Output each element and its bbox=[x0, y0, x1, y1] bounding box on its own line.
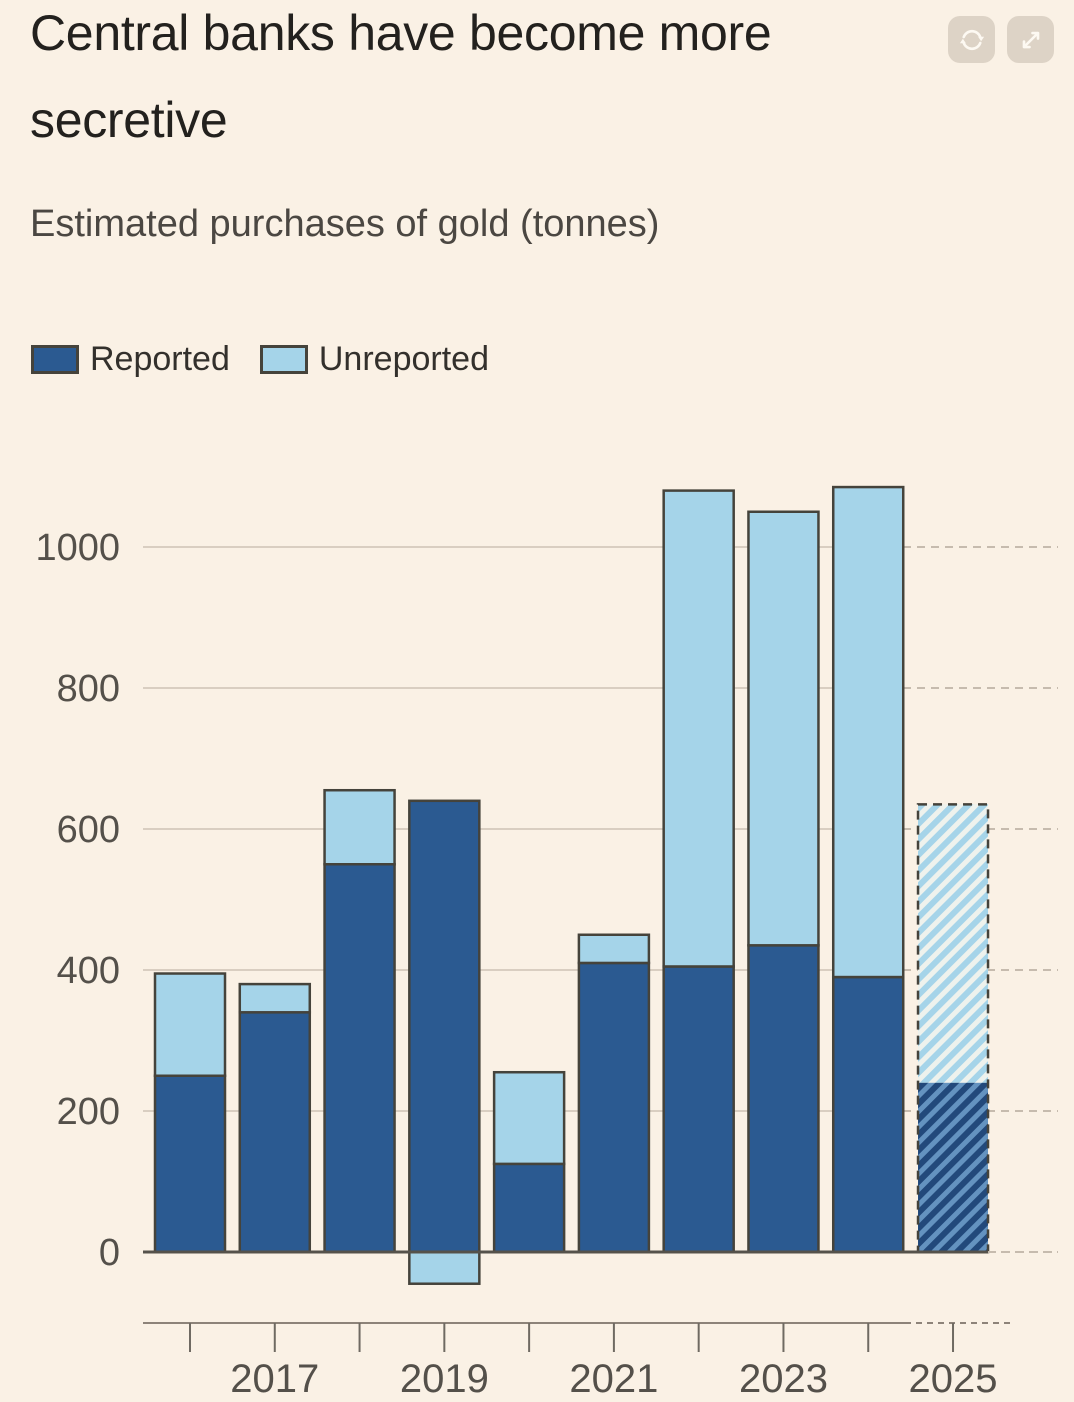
bar-2017-reported bbox=[238, 1011, 312, 1254]
legend-item-reported: Reported bbox=[31, 340, 230, 379]
x-axis-label: 2023 bbox=[739, 1357, 828, 1401]
bar-2022-unreported bbox=[662, 489, 735, 968]
y-axis-label: 1000 bbox=[35, 527, 120, 569]
x-axis-label: 2017 bbox=[230, 1357, 319, 1401]
chart-subtitle: Estimated purchases of gold (tonnes) bbox=[30, 203, 660, 245]
reported-swatch bbox=[31, 345, 79, 374]
bar-2024-reported bbox=[831, 975, 905, 1254]
bar-2020-unreported bbox=[492, 1070, 566, 1166]
legend-item-unreported: Unreported bbox=[259, 340, 489, 379]
bar-2018-reported bbox=[323, 863, 396, 1254]
refresh-button[interactable] bbox=[948, 16, 995, 63]
y-axis-label: 0 bbox=[99, 1232, 120, 1274]
x-axis-label: 2025 bbox=[909, 1357, 998, 1401]
x-axis-label: 2019 bbox=[400, 1357, 489, 1401]
bar-2019-reported bbox=[408, 799, 481, 1254]
bar-2017-unreported bbox=[238, 982, 312, 1014]
refresh-icon bbox=[959, 29, 984, 50]
chart-title: Central banks have become more secretive bbox=[30, 5, 772, 148]
bar-2025-forecast-outline bbox=[916, 803, 990, 1254]
bar-2019-unreported bbox=[408, 1250, 481, 1285]
bar-2021-unreported bbox=[577, 933, 651, 965]
y-axis-label: 400 bbox=[57, 950, 120, 992]
bar-2025-unreported-forecast bbox=[918, 804, 989, 1083]
bar-2016-unreported bbox=[153, 972, 227, 1078]
y-axis-label: 600 bbox=[57, 809, 120, 851]
y-axis-label: 800 bbox=[57, 668, 120, 710]
chart-actions bbox=[948, 16, 1054, 63]
expand-icon bbox=[1022, 31, 1039, 48]
expand-button[interactable] bbox=[1007, 16, 1054, 63]
x-axis-label: 2021 bbox=[569, 1357, 658, 1401]
bar-2023-unreported bbox=[747, 510, 820, 947]
bar-2020-reported bbox=[492, 1162, 566, 1254]
bar-2023-reported bbox=[747, 944, 820, 1254]
y-axis-label: 200 bbox=[57, 1091, 120, 1133]
legend-label-reported: Reported bbox=[90, 340, 230, 378]
bar-2021-reported bbox=[577, 961, 651, 1254]
unreported-swatch bbox=[259, 345, 308, 374]
bar-2025-reported-forecast bbox=[918, 1082, 989, 1252]
bar-2018-unreported bbox=[323, 788, 396, 866]
bar-2024-unreported bbox=[831, 485, 905, 979]
legend-label-unreported: Unreported bbox=[318, 340, 489, 378]
bar-2022-reported bbox=[662, 965, 735, 1254]
bar-2016-reported bbox=[153, 1074, 227, 1254]
legend: Reported Unreported bbox=[31, 340, 489, 379]
